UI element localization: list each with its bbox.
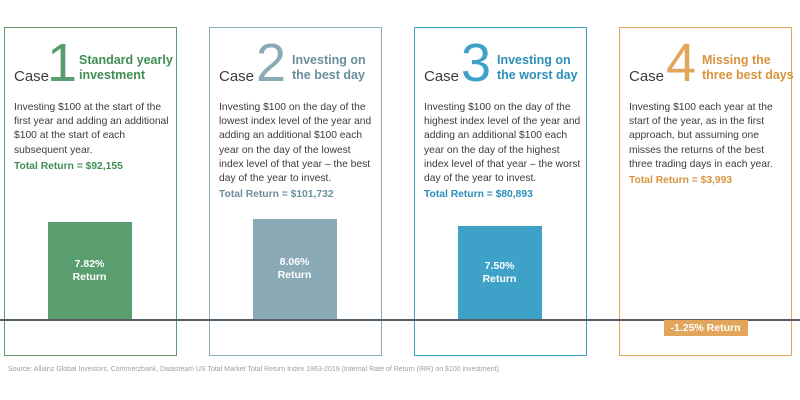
case-number: 3 (461, 33, 492, 93)
case-description-text: Investing $100 at the start of the first… (14, 102, 169, 156)
bar-return-label: Return (72, 270, 107, 283)
source-note: Source: Allianz Global Investors, Commer… (8, 366, 501, 373)
bar-case-3: 7.50% Return (457, 226, 542, 319)
case-title: Investing on the worst day (497, 53, 592, 83)
case-description: Investing $100 on the day of the lowest … (219, 101, 377, 202)
case-label: Case (424, 68, 460, 85)
bar-value-label: 7.82% (74, 257, 105, 270)
case-number: 4 (666, 33, 697, 93)
case-title-line-1: Investing on (497, 53, 571, 67)
bar-value-label: -1.25% Return (670, 321, 741, 334)
zero-baseline (0, 319, 800, 321)
case-description-text: Investing $100 on the day of the highest… (424, 102, 581, 185)
case-label: Case (14, 68, 50, 85)
bar-return-label: Return (277, 269, 312, 282)
case-description: Investing $100 at the start of the first… (14, 101, 172, 174)
case-description: Investing $100 on the day of the highest… (424, 101, 582, 202)
total-return: Total Return = $92,155 (14, 160, 123, 172)
bar-case-2: 8.06% Return (252, 219, 337, 319)
case-title: Investing on the best day (292, 53, 387, 83)
case-title: Missing the three best days (702, 53, 797, 83)
case-description: Investing $100 each year at the start of… (629, 101, 787, 188)
bar-case-1: 7.82% Return (47, 222, 132, 319)
bar-case-4: -1.25% Return (663, 320, 748, 336)
case-label: Case (629, 68, 665, 85)
bar-value-label: 8.06% (279, 256, 310, 269)
case-card-1: Case 1 Standard yearly investment Investing … (4, 27, 177, 356)
total-return: Total Return = $101,732 (219, 189, 334, 201)
total-return: Total Return = $80,893 (424, 189, 533, 201)
bar-value-label: 7.50% (484, 259, 515, 272)
case-title: Standard yearly investment (79, 53, 174, 83)
case-card-3: Case 3 Investing on the worst day Investing … (414, 27, 587, 356)
case-label: Case (219, 68, 255, 85)
case-description-text: Investing $100 on the day of the lowest … (219, 102, 372, 185)
case-title-line-2: the worst day (497, 68, 578, 82)
case-title-line-2: investment (79, 68, 145, 82)
case-title-line-1: Standard yearly (79, 53, 173, 67)
case-card-2: Case 2 Investing on the best day Investing $… (209, 27, 382, 356)
case-title-line-1: Missing the (702, 53, 771, 67)
case-number: 2 (256, 33, 287, 93)
case-card-4: Case 4 Missing the three best days Investing… (619, 27, 794, 356)
case-description-text: Investing $100 each year at the start of… (629, 102, 773, 170)
case-title-line-2: three best days (702, 68, 794, 82)
case-title-line-2: the best day (292, 68, 365, 82)
case-number: 1 (47, 33, 78, 93)
bar-return-label: Return (482, 272, 517, 285)
case-title-line-1: Investing on (292, 53, 366, 67)
total-return: Total Return = $3,993 (629, 175, 733, 187)
